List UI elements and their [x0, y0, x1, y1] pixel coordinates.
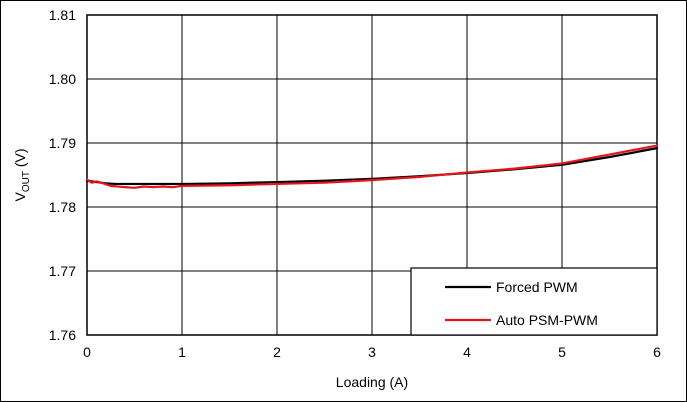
- y-axis-title-sub: OUT: [21, 171, 32, 192]
- legend: Forced PWM Auto PSM-PWM: [410, 267, 658, 336]
- y-tick-label: 1.78: [49, 199, 76, 215]
- y-tick-label: 1.81: [49, 7, 76, 23]
- x-tick-label: 5: [558, 344, 566, 360]
- y-tick-label: 1.79: [49, 135, 76, 151]
- y-tick-label: 1.76: [49, 327, 76, 343]
- x-tick-label: 1: [178, 344, 186, 360]
- plot-border: [86, 14, 658, 336]
- x-axis-title: Loading (A): [336, 374, 408, 390]
- x-tick-label: 3: [368, 344, 376, 360]
- y-axis-title: VOUT (V): [12, 148, 32, 201]
- y-tick-label: 1.80: [49, 71, 76, 87]
- y-tick-label: 1.77: [49, 263, 76, 279]
- legend-label: Auto PSM-PWM: [496, 312, 598, 328]
- y-axis-title-main: V: [12, 192, 28, 202]
- legend-box: [410, 267, 658, 336]
- x-tick-label: 2: [273, 344, 281, 360]
- legend-label: Forced PWM: [496, 279, 578, 295]
- series-line-auto-psm-pwm: [85, 144, 659, 189]
- y-axis-title-unit: (V): [12, 148, 28, 171]
- x-tick-label: 6: [653, 344, 661, 360]
- x-tick-label: 0: [83, 344, 91, 360]
- x-tick-label: 4: [463, 344, 471, 360]
